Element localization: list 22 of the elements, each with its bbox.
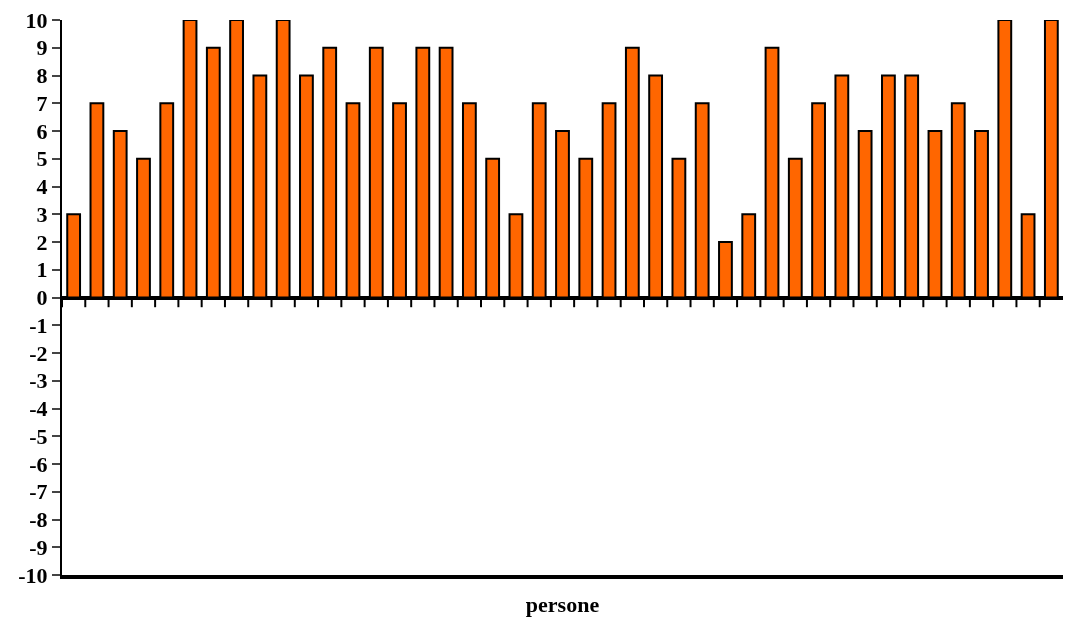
y-tick-label: -4 bbox=[29, 396, 48, 422]
y-tick-label: 4 bbox=[36, 174, 48, 200]
y-tick-label: 6 bbox=[36, 118, 48, 144]
y-tick-label: -6 bbox=[29, 451, 48, 477]
y-tick-label: 10 bbox=[25, 7, 48, 33]
y-tick-label: 8 bbox=[36, 63, 48, 89]
y-tick-label: 7 bbox=[36, 90, 48, 116]
y-tick-label: 1 bbox=[36, 257, 48, 283]
y-tick-label: -5 bbox=[29, 423, 48, 449]
y-tick-label: 0 bbox=[36, 285, 48, 311]
x-axis-title: persone bbox=[525, 592, 600, 618]
y-tick-label: -9 bbox=[29, 534, 48, 560]
y-tick-label: -10 bbox=[18, 562, 48, 588]
y-tick-label: 5 bbox=[36, 146, 48, 172]
y-tick-label: -2 bbox=[29, 340, 48, 366]
y-tick-label: -7 bbox=[29, 479, 48, 505]
y-tick-label: -1 bbox=[29, 312, 48, 338]
y-tick-label: 2 bbox=[36, 229, 48, 255]
y-tick-label: -3 bbox=[29, 368, 48, 394]
y-tick-label: -8 bbox=[29, 507, 48, 533]
y-tick-label: 9 bbox=[36, 35, 48, 61]
y-tick-label: 3 bbox=[36, 201, 48, 227]
